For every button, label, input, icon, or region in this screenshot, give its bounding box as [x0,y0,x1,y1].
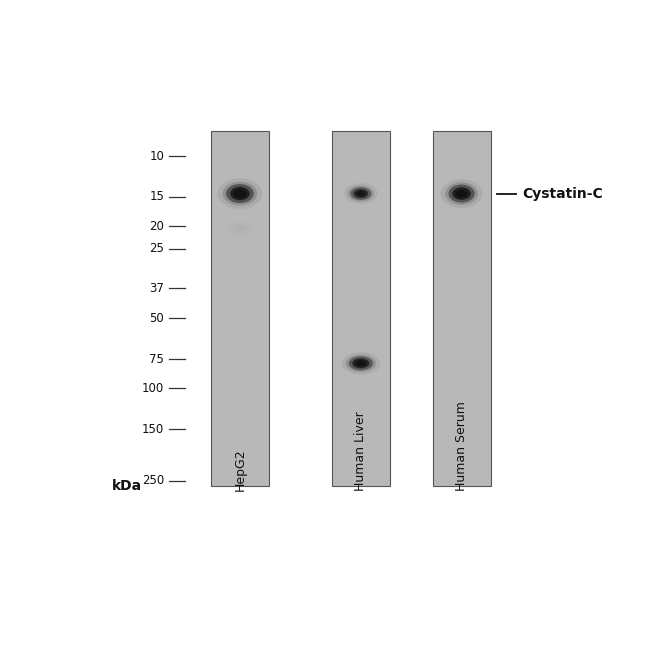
Ellipse shape [344,183,378,204]
Ellipse shape [222,182,257,205]
Bar [211,131,269,486]
Ellipse shape [445,182,478,205]
Ellipse shape [341,352,380,374]
Ellipse shape [234,189,246,198]
Ellipse shape [346,354,376,372]
Text: 15: 15 [150,190,164,203]
Text: 20: 20 [150,220,164,233]
Ellipse shape [234,226,246,231]
Ellipse shape [230,187,250,200]
Ellipse shape [456,190,467,198]
Ellipse shape [356,190,365,196]
Text: 10: 10 [150,150,164,162]
Text: Human Liver: Human Liver [354,411,367,491]
Text: 75: 75 [150,353,164,366]
Ellipse shape [452,187,471,200]
Ellipse shape [349,356,373,370]
Ellipse shape [348,185,374,202]
Text: kDa: kDa [112,479,142,493]
Ellipse shape [350,187,371,200]
Text: Human Serum: Human Serum [455,401,468,491]
Bar [433,131,491,486]
Ellipse shape [448,185,474,203]
Ellipse shape [441,179,482,208]
Bar [332,131,390,486]
Ellipse shape [226,184,254,203]
Ellipse shape [356,360,366,367]
Text: 100: 100 [142,382,164,395]
Ellipse shape [354,189,369,198]
Text: Cystatin-C: Cystatin-C [522,187,603,201]
Text: HepG2: HepG2 [233,448,246,491]
Text: 250: 250 [142,474,164,488]
Text: 25: 25 [150,242,164,255]
Text: 150: 150 [142,422,164,436]
Ellipse shape [218,178,262,209]
Text: 50: 50 [150,312,164,325]
Text: 37: 37 [150,281,164,294]
Ellipse shape [352,358,369,368]
